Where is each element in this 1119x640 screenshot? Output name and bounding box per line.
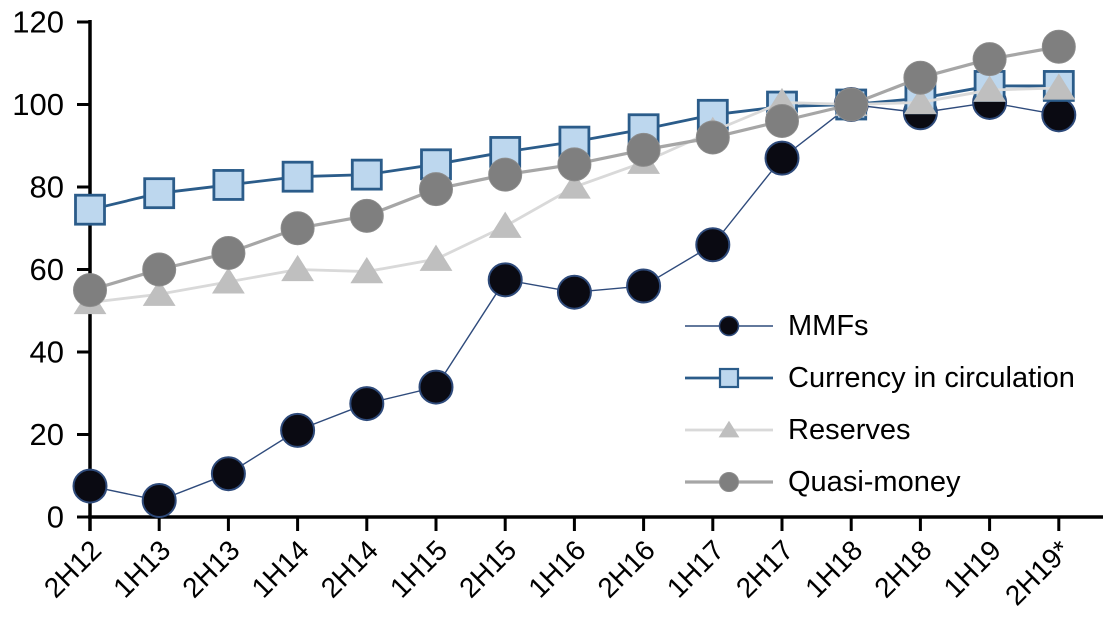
legend-marker-svg bbox=[685, 472, 773, 492]
circle-marker bbox=[418, 369, 454, 405]
legend-label-mmfs: MMFs bbox=[788, 309, 869, 342]
legend-item-currency-in-circulation: Currency in circulation bbox=[683, 352, 1075, 404]
x-tick-label: 2H19* bbox=[999, 534, 1076, 611]
series-quasi-money bbox=[73, 29, 1076, 308]
x-tick-label: 2H14 bbox=[315, 534, 384, 603]
circle-marker bbox=[211, 236, 246, 270]
circle-marker bbox=[1041, 97, 1077, 133]
circle-marker bbox=[73, 273, 107, 308]
reserves-line-marker-icon bbox=[683, 412, 775, 448]
x-tick-label: 2H17 bbox=[730, 534, 799, 603]
y-tick-label: 100 bbox=[12, 87, 64, 122]
triangle-marker bbox=[419, 244, 453, 271]
legend-label-quasi-money: Quasi-money bbox=[788, 465, 961, 498]
circle-marker bbox=[903, 60, 938, 95]
square-marker bbox=[74, 193, 106, 226]
x-tick-label: 1H18 bbox=[799, 534, 868, 603]
circle-marker bbox=[695, 120, 730, 155]
circle-marker bbox=[72, 468, 108, 504]
triangle-marker bbox=[211, 267, 245, 294]
square-marker bbox=[212, 169, 245, 201]
triangle-marker bbox=[488, 211, 522, 238]
x-tick-label: 1H17 bbox=[661, 534, 730, 603]
circle-marker bbox=[719, 472, 739, 492]
x-tick-label: 1H14 bbox=[246, 534, 315, 603]
legend-marker-svg bbox=[685, 315, 773, 337]
legend-item-quasi-money: Quasi-money bbox=[683, 456, 1075, 508]
square-marker bbox=[718, 367, 740, 389]
circle-marker bbox=[349, 386, 385, 422]
y-tick-label: 0 bbox=[47, 500, 64, 535]
circle-marker bbox=[834, 87, 869, 122]
legend: MMFs Currency in circulation Reserves Qu… bbox=[683, 300, 1075, 508]
mmfs-line-marker-icon bbox=[683, 308, 775, 344]
legend-marker-svg bbox=[685, 367, 773, 389]
triangle-marker bbox=[142, 279, 176, 306]
circle-marker bbox=[626, 268, 662, 304]
x-tick-label: 2H18 bbox=[868, 534, 937, 603]
circle-marker bbox=[210, 456, 246, 492]
x-tick-label: 2H12 bbox=[38, 534, 107, 603]
triangle-marker bbox=[1042, 73, 1076, 100]
x-tick-label: 1H16 bbox=[522, 534, 591, 603]
legend-item-reserves: Reserves bbox=[683, 404, 1075, 456]
circle-marker bbox=[349, 198, 384, 233]
circle-marker bbox=[1041, 29, 1076, 64]
legend-label-currency-in-circulation: Currency in circulation bbox=[788, 361, 1075, 394]
x-tick-label: 1H15 bbox=[384, 534, 453, 603]
y-tick-label: 60 bbox=[30, 252, 64, 287]
triangle-marker bbox=[557, 172, 591, 199]
circle-marker bbox=[280, 412, 316, 448]
quasi-money-line-marker-icon bbox=[683, 464, 775, 500]
circle-marker bbox=[764, 140, 800, 176]
triangle-marker bbox=[903, 87, 937, 115]
circle-marker bbox=[556, 274, 592, 310]
triangle-marker bbox=[973, 75, 1007, 102]
currency-line-marker-icon bbox=[683, 360, 775, 396]
x-axis: 2H12 1H13 2H13 1H14 2H14 1H15 2H15 1H16 2H16 1H17… bbox=[38, 515, 1103, 611]
circle-marker bbox=[626, 132, 661, 167]
y-tick-label: 20 bbox=[30, 417, 64, 452]
circle-marker bbox=[419, 172, 453, 207]
y-tick-label: 40 bbox=[30, 335, 64, 370]
x-tick-label: 2H16 bbox=[592, 534, 661, 603]
y-axis: 0 20 40 60 80 100 120 bbox=[12, 5, 92, 535]
circle-marker bbox=[972, 42, 1007, 77]
circle-marker bbox=[557, 147, 592, 182]
x-tick-label: 2H13 bbox=[176, 534, 245, 603]
square-marker bbox=[350, 158, 383, 191]
y-tick-label: 120 bbox=[12, 5, 64, 40]
circle-marker bbox=[695, 227, 731, 263]
triangle-marker bbox=[350, 256, 384, 284]
circle-marker bbox=[141, 483, 177, 518]
x-tick-label: 1H13 bbox=[107, 534, 176, 603]
y-tick-label: 80 bbox=[30, 170, 64, 205]
triangle-marker bbox=[281, 254, 315, 282]
legend-item-mmfs: MMFs bbox=[683, 300, 1075, 352]
x-tick-label: 1H19 bbox=[938, 534, 1007, 603]
legend-marker-svg bbox=[685, 420, 773, 438]
circle-marker bbox=[142, 252, 177, 287]
square-marker bbox=[281, 160, 314, 193]
circle-marker bbox=[280, 211, 315, 246]
triangle-marker bbox=[718, 420, 740, 438]
circle-marker bbox=[718, 315, 740, 337]
circle-marker bbox=[765, 104, 799, 138]
legend-label-reserves: Reserves bbox=[788, 413, 911, 446]
square-marker bbox=[143, 177, 176, 210]
x-tick-label: 2H15 bbox=[453, 534, 522, 603]
circle-marker bbox=[488, 157, 523, 192]
circle-marker bbox=[487, 262, 523, 298]
